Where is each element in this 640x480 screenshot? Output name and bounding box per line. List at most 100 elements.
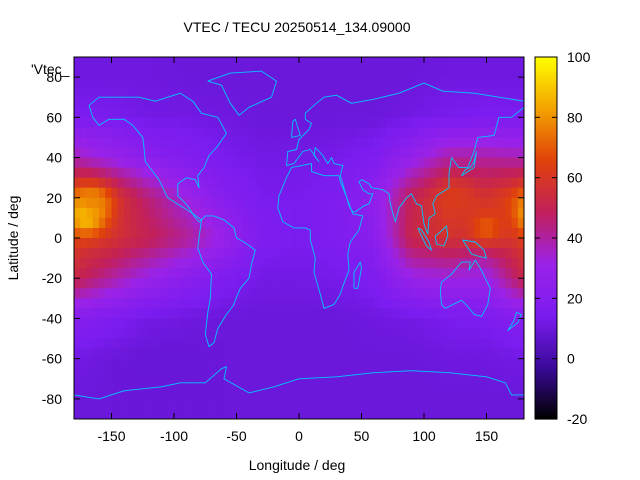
heat-cell — [174, 167, 181, 179]
heat-cell — [505, 197, 513, 209]
heat-cell — [86, 77, 94, 88]
heat-cell — [342, 398, 350, 410]
colorbar-segment — [535, 352, 557, 357]
heat-cell — [442, 338, 450, 350]
heat-cell — [442, 117, 450, 128]
colorbar-segment — [535, 204, 557, 209]
heat-cell — [142, 87, 150, 98]
colorbar-segment — [535, 210, 557, 215]
heat-cell — [86, 147, 94, 159]
heat-cell — [99, 308, 106, 320]
heat-cell — [217, 187, 225, 199]
heat-cell — [99, 398, 106, 410]
heat-cell — [205, 197, 213, 209]
heat-cell — [511, 197, 519, 209]
heat-cell — [436, 288, 444, 299]
heat-cell — [249, 368, 256, 380]
heat-cell — [224, 157, 231, 169]
heat-cell — [192, 227, 200, 239]
coastline-path — [417, 227, 432, 251]
heat-cell — [330, 217, 338, 229]
heat-cell — [280, 127, 288, 139]
coastline-path — [74, 366, 524, 400]
heat-cell — [499, 207, 506, 219]
heat-cell — [417, 147, 425, 159]
heat-cell — [505, 408, 513, 419]
heat-cell — [336, 368, 344, 380]
heat-cell — [517, 197, 524, 209]
heat-cell — [186, 67, 194, 78]
heat-cell — [249, 258, 256, 269]
heat-cell — [142, 368, 150, 380]
heat-cell — [99, 227, 106, 239]
heat-cell — [411, 157, 419, 169]
heat-cell — [349, 77, 356, 88]
heat-cell — [217, 288, 225, 299]
colorbar-tick-label: -20 — [567, 411, 587, 427]
coastline-path — [439, 259, 491, 317]
heat-cell — [399, 217, 406, 229]
heat-cell — [355, 167, 363, 179]
heat-cell — [424, 197, 431, 209]
heat-cell — [192, 318, 200, 330]
heat-cell — [330, 127, 338, 139]
heat-cell — [374, 398, 381, 410]
heat-cell — [249, 87, 256, 98]
heat-cell — [317, 187, 325, 199]
heat-cell — [261, 298, 269, 309]
heat-cell — [392, 157, 400, 169]
heat-cell — [299, 157, 306, 169]
heat-cell — [486, 97, 494, 108]
heat-cell — [424, 248, 431, 259]
heat-cell — [255, 117, 263, 128]
heat-cell — [174, 137, 181, 149]
heat-cell — [324, 288, 331, 299]
heat-cell — [149, 197, 156, 209]
heat-cell — [505, 87, 513, 98]
heat-cell — [136, 348, 144, 360]
heat-cell — [217, 298, 225, 309]
heat-cell — [374, 157, 381, 169]
heat-cell — [274, 57, 281, 68]
heat-cell — [280, 107, 288, 118]
heat-cell — [511, 137, 519, 149]
heat-cell — [317, 147, 325, 159]
heat-cell — [261, 87, 269, 98]
heat-cell — [430, 137, 438, 149]
heat-cell — [342, 127, 350, 139]
heat-cell — [517, 67, 524, 78]
heat-cell — [174, 328, 181, 340]
heat-cell — [386, 167, 394, 179]
heat-cell — [361, 217, 369, 229]
heat-cell — [99, 177, 106, 189]
heat-cell — [361, 67, 369, 78]
heat-cell — [367, 318, 375, 330]
heat-cell — [474, 187, 481, 199]
heat-cell — [499, 298, 506, 309]
heat-cell — [417, 238, 425, 249]
heat-cell — [230, 77, 238, 88]
heat-cell — [449, 97, 456, 108]
heat-cell — [330, 67, 338, 78]
heat-cell — [142, 227, 150, 239]
heat-cell — [505, 248, 513, 259]
heat-cell — [361, 57, 369, 68]
heat-cell — [436, 348, 444, 360]
heat-cell — [224, 288, 231, 299]
heat-cell — [317, 197, 325, 209]
heat-cell — [492, 398, 500, 410]
colorbar-segment — [535, 244, 557, 248]
heat-cell — [455, 298, 463, 309]
heat-cell — [155, 67, 163, 78]
heat-cell — [286, 258, 294, 269]
heat-cell — [311, 268, 319, 279]
heat-cell — [411, 318, 419, 330]
heat-cell — [336, 57, 344, 68]
heat-cell — [299, 177, 306, 189]
heat-cell — [461, 147, 469, 159]
heat-cell — [167, 408, 175, 419]
heat-cell — [130, 248, 138, 259]
heat-cell — [405, 207, 413, 219]
colorbar-segment — [535, 286, 557, 290]
heat-cell — [324, 217, 331, 229]
